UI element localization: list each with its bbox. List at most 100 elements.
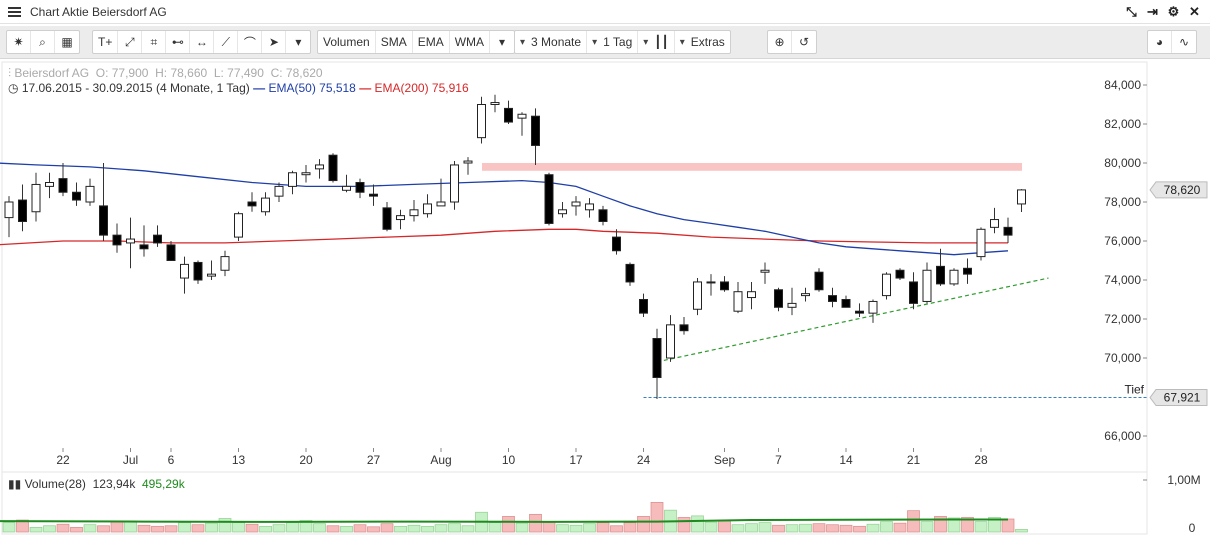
low-value-tag [1149, 389, 1208, 407]
candle [288, 170, 297, 195]
line-tool-icon[interactable]: ⤢ [118, 31, 143, 53]
arc-tool-icon[interactable]: ⌒ [238, 31, 263, 53]
volume-label[interactable]: Volume(28) [24, 477, 86, 491]
candle-body-up [760, 269, 770, 273]
volume-button[interactable]: Volumen [318, 31, 376, 53]
candle-body-down [814, 271, 824, 291]
volume-bar [421, 525, 434, 533]
brush-tool-icon[interactable]: ⟋ [214, 31, 239, 53]
volume-bar [637, 516, 650, 533]
candle-body-down [99, 205, 108, 236]
volume-bar [353, 524, 367, 533]
chart-area[interactable]: 84,000 82,000 80,000 78,000 76,000 74,000 72,0… [0, 60, 1210, 536]
settings-icon[interactable]: ⚙ [1167, 4, 1180, 19]
candle [531, 108, 540, 165]
close-icon[interactable]: ✕ [1189, 4, 1200, 19]
chart-icon: ⫶ [8, 66, 12, 80]
right-tool-group: ◕ ∿ [1147, 30, 1197, 54]
candle [814, 268, 824, 292]
reset-icon[interactable]: ↺ [798, 35, 810, 49]
popout-icon[interactable]: ⇥ [1147, 4, 1158, 19]
candle [463, 157, 473, 175]
interval-select[interactable]: 1 Tag [587, 31, 639, 53]
candle-body-up [733, 291, 743, 312]
candle-body-up [477, 104, 486, 139]
volume-bar [718, 520, 731, 533]
sma-button[interactable]: SMA [376, 31, 413, 53]
candle-body-down [504, 107, 513, 123]
palette-icon[interactable]: ◕ [1148, 31, 1172, 53]
ray-tool-icon[interactable]: ↔ [190, 31, 215, 53]
candle-body-up [288, 172, 297, 187]
hline-tool-icon[interactable]: ⊷ [166, 31, 191, 53]
low-value: L: 77,490 [213, 66, 264, 80]
candle [166, 241, 176, 261]
volume-bar [124, 520, 137, 533]
candle [396, 209, 405, 230]
vol-tick-label: 0 [1189, 521, 1196, 535]
ema50-line [0, 162, 1009, 256]
low-value-label: 67,921 [1164, 391, 1201, 405]
chevron-down-icon[interactable]: ▾ [499, 35, 506, 49]
chevron-down-icon[interactable]: ▾ [295, 35, 302, 49]
candle [544, 172, 554, 226]
zoom-icon[interactable]: ⊕ [768, 31, 792, 53]
search-icon[interactable]: ⌕ [31, 31, 55, 53]
wma-button[interactable]: WMA [450, 31, 491, 53]
collapse-icon[interactable]: ⤡ [1126, 4, 1137, 19]
volume-bar [29, 526, 43, 533]
volume-bar [326, 525, 340, 533]
volume-bar [758, 522, 772, 533]
volume-bar [556, 524, 569, 533]
candle [598, 205, 608, 226]
candle-body-up [787, 302, 797, 308]
volume-bar [974, 521, 988, 533]
volume-bar [853, 525, 866, 533]
candle [868, 299, 878, 323]
volume-bar [772, 524, 785, 533]
text-tool-icon[interactable]: T+ [93, 31, 119, 53]
candle-body-up [801, 293, 810, 297]
candle-body-down [679, 324, 689, 332]
volume-bar [70, 526, 83, 533]
candle-body-up [450, 164, 459, 203]
vol-tick-label: 1,00M [1167, 473, 1200, 487]
candle [625, 262, 635, 286]
ema-button[interactable]: EMA [413, 31, 450, 53]
candle [423, 194, 432, 218]
candle [787, 287, 797, 316]
candle-body-up [396, 215, 405, 221]
candle [355, 178, 365, 199]
volume-bar [785, 524, 799, 533]
chart-toolbar: ✷ ⌕ ▦ T+ ⤢ ⌗ ⊷ ↔ ⟋ ⌒ ➤ ▾ Volumen SMA EMA… [0, 26, 1210, 59]
candle-body-down [369, 193, 378, 197]
volume-bar [731, 524, 745, 533]
fib-tool-icon[interactable]: ⌗ [142, 31, 167, 53]
candle [315, 159, 324, 179]
candle [450, 161, 459, 210]
zoom-group: ⊕ ↺ [767, 30, 817, 54]
resistance-zone [482, 163, 1022, 171]
crosshair-icon[interactable]: ✷ [7, 31, 31, 53]
cursor-tool-icon[interactable]: ➤ [262, 31, 287, 53]
candle [679, 317, 689, 335]
extras-select[interactable]: Extras [675, 31, 730, 53]
indicator-icon[interactable]: ∿ [1178, 35, 1190, 49]
candle-body-up [31, 183, 41, 213]
candle [828, 287, 837, 308]
volume-bar [2, 522, 16, 533]
candle [612, 229, 621, 255]
range-select[interactable]: 3 Monate [515, 31, 588, 53]
hamburger-menu-icon[interactable] [8, 7, 21, 17]
stock-name: Beiersdorf AG [14, 66, 90, 80]
candlestick-chart[interactable]: 84,000 82,000 80,000 78,000 76,000 74,000 72,0… [0, 60, 1210, 536]
x-tick-label: 27 [367, 453, 381, 467]
volume-bar [434, 524, 448, 533]
y-tick-label: 76,000 [1104, 234, 1141, 248]
ema50-label[interactable]: EMA(50) [268, 81, 316, 95]
ema200-label[interactable]: EMA(200) [374, 81, 429, 95]
chart-type-select[interactable]: ┃┃ [638, 31, 675, 53]
candle [855, 303, 864, 318]
candle [220, 250, 230, 277]
grid-icon[interactable]: ▦ [61, 35, 73, 49]
